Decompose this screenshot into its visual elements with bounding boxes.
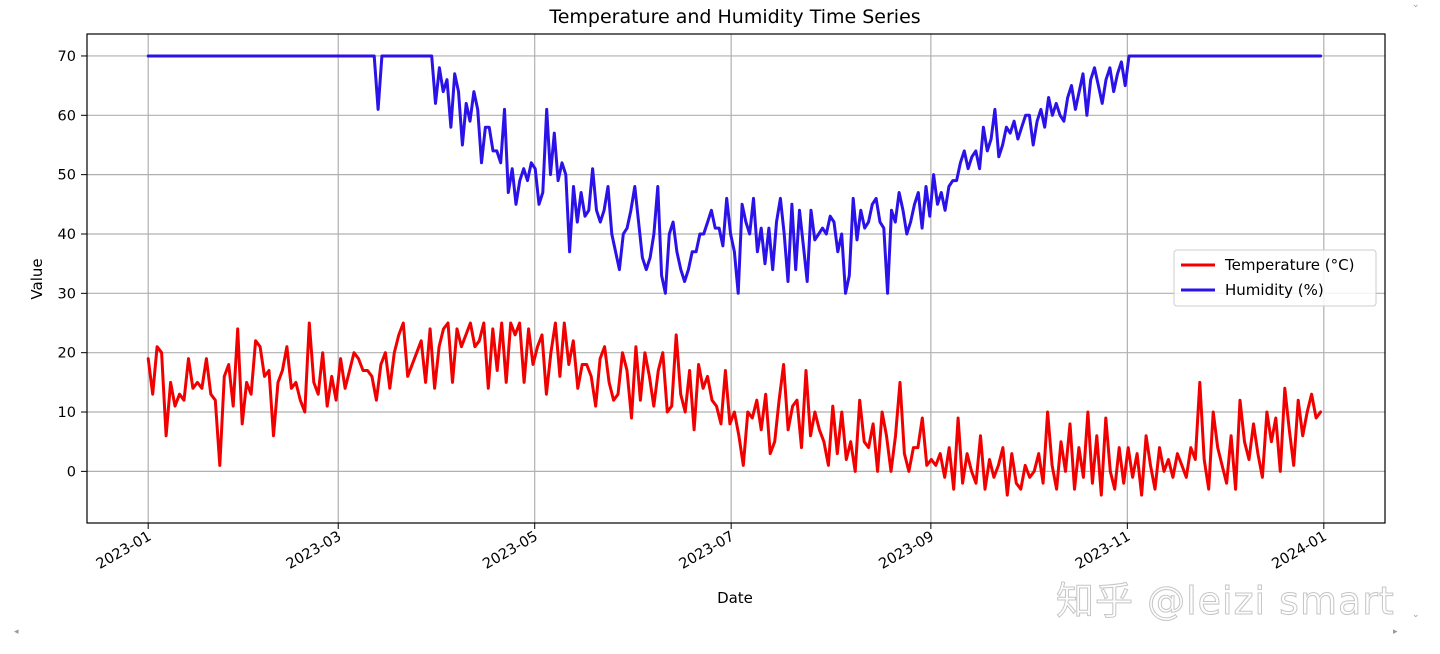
scroll-left-arrow-icon[interactable]: ◂: [14, 627, 19, 637]
legend-label-humidity: Humidity (%): [1225, 281, 1324, 299]
y-tick-label: 0: [67, 464, 76, 480]
corner-resize-glyph-top: ⌄: [1412, 0, 1420, 10]
legend: Temperature (°C) Humidity (%): [1173, 249, 1377, 307]
series-line-humidity: [146, 54, 1323, 295]
corner-resize-glyph-bottom: ⌄: [1412, 610, 1420, 620]
y-tick-label: 50: [58, 168, 76, 184]
legend-label-temperature: Temperature (°C): [1224, 256, 1354, 274]
scroll-right-arrow-icon[interactable]: ▸: [1393, 627, 1398, 637]
y-tick-label: 10: [58, 405, 76, 421]
y-tick-label: 20: [58, 346, 76, 362]
y-tick-label: 60: [58, 108, 76, 124]
y-axis: 0 10 20 30 40 50 60 70: [58, 49, 87, 480]
legend-box: [1173, 249, 1377, 307]
chart-title: Temperature and Humidity Time Series: [548, 6, 920, 28]
series-line-temperature: [146, 321, 1323, 497]
y-tick-label: 30: [58, 286, 76, 302]
y-tick-label: 40: [58, 227, 76, 243]
plot-area-frame: [86, 33, 1386, 524]
series-layer: [146, 54, 1323, 497]
grid: [87, 34, 1385, 523]
x-axis-label: Date: [717, 589, 753, 607]
y-axis-label: Value: [28, 258, 46, 299]
y-tick-label: 70: [58, 49, 76, 65]
